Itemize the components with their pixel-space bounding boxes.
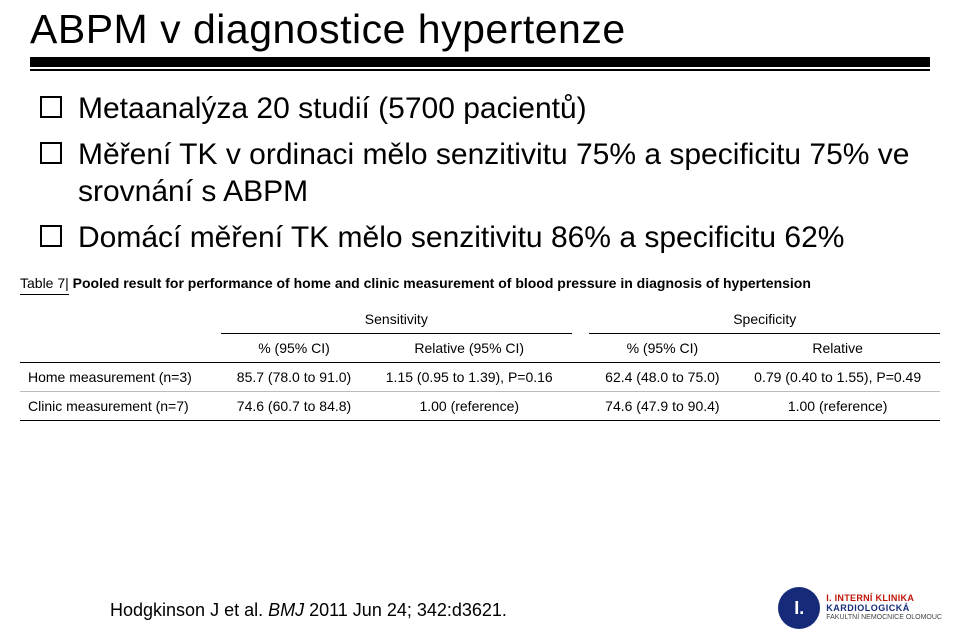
bullet-item: Měření TK v ordinaci mělo senzitivitu 75… (40, 136, 930, 211)
bullet-item: Domácí měření TK mělo senzitivitu 86% a … (40, 219, 930, 257)
col-group-specificity: Specificity (589, 305, 940, 334)
cell: 1.00 (reference) (735, 391, 940, 420)
row-label: Home measurement (n=3) (20, 362, 221, 391)
bullet-text: Měření TK v ordinaci mělo senzitivitu 75… (78, 136, 930, 211)
bullet-square-icon (40, 96, 62, 118)
citation: Hodgkinson J et al. BMJ 2011 Jun 24; 342… (110, 600, 507, 621)
bullet-square-icon (40, 142, 62, 164)
citation-journal: BMJ (268, 600, 304, 620)
citation-rest: 2011 Jun 24; 342:d3621. (304, 600, 507, 620)
citation-authors: Hodgkinson J et al. (110, 600, 268, 620)
table-row: Clinic measurement (n=7) 74.6 (60.7 to 8… (20, 391, 940, 420)
table-row: Home measurement (n=3) 85.7 (78.0 to 91.… (20, 362, 940, 391)
col-group-sensitivity: Sensitivity (221, 305, 571, 334)
bullet-list: Metaanalýza 20 studií (5700 pacientů) Mě… (0, 72, 960, 256)
col-header: % (95% CI) (589, 333, 735, 362)
logo-line3: FAKULTNÍ NEMOCNICE OLOMOUC (826, 614, 942, 622)
col-header: Relative (95% CI) (367, 333, 572, 362)
bullet-text: Domácí měření TK mělo senzitivitu 86% a … (78, 219, 844, 257)
footer-logo: I. I. INTERNÍ KLINIKA KARDIOLOGICKÁ FAKU… (778, 587, 942, 629)
bullet-text: Metaanalýza 20 studií (5700 pacientů) (78, 90, 587, 128)
results-table: Sensitivity Specificity % (95% CI) Relat… (20, 305, 940, 421)
title-rule (30, 57, 930, 72)
bullet-item: Metaanalýza 20 studií (5700 pacientů) (40, 90, 930, 128)
cell: 74.6 (47.9 to 90.4) (589, 391, 735, 420)
cell: 1.15 (0.95 to 1.39), P=0.16 (367, 362, 572, 391)
logo-roundel-icon: I. (778, 587, 820, 629)
row-label: Clinic measurement (n=7) (20, 391, 221, 420)
table-label: Table 7| (20, 274, 69, 295)
cell: 62.4 (48.0 to 75.0) (589, 362, 735, 391)
cell: 1.00 (reference) (367, 391, 572, 420)
col-header: Relative (735, 333, 940, 362)
bullet-square-icon (40, 225, 62, 247)
logo-line2: KARDIOLOGICKÁ (826, 604, 942, 614)
table-caption-text: Pooled result for performance of home an… (69, 275, 811, 291)
cell: 85.7 (78.0 to 91.0) (221, 362, 367, 391)
col-header: % (95% CI) (221, 333, 367, 362)
table-caption: Table 7| Pooled result for performance o… (20, 274, 940, 295)
slide-title: ABPM v diagnostice hypertenze (30, 6, 930, 53)
cell: 0.79 (0.40 to 1.55), P=0.49 (735, 362, 940, 391)
cell: 74.6 (60.7 to 84.8) (221, 391, 367, 420)
